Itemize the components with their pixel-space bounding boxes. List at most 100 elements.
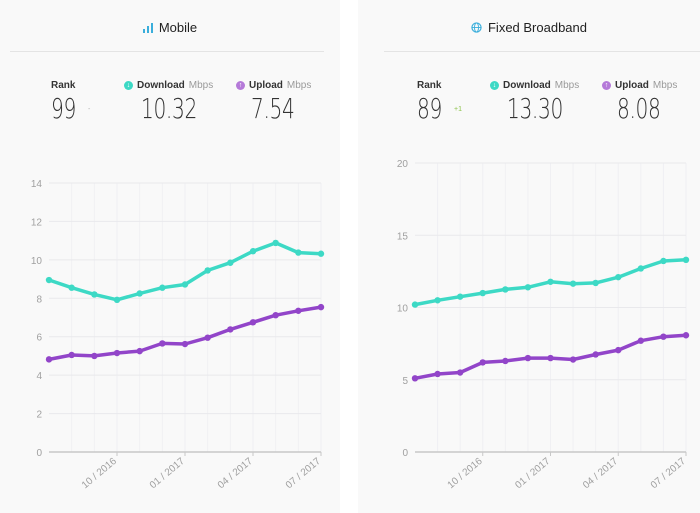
upload-data-point[interactable]	[411, 375, 419, 382]
download-data-point[interactable]	[524, 284, 532, 291]
fixed-title-text: Fixed Broadband	[487, 20, 587, 35]
y-tick-label: 0	[36, 448, 42, 459]
signal-bars-icon	[142, 22, 153, 33]
y-tick-label: 15	[397, 231, 409, 242]
upload-unit: Mbps	[286, 80, 312, 91]
upload-data-point[interactable]	[592, 351, 599, 358]
download-data-point[interactable]	[204, 267, 211, 274]
download-unit: Mbps	[188, 80, 214, 91]
mobile-speed-chart: 0 2 4 6 8 10 12 14 10 / 2016 01 / 2017 04 / 2017 07…	[31, 179, 325, 492]
download-data-point[interactable]	[181, 281, 189, 288]
download-data-point[interactable]	[502, 286, 509, 293]
download-arrow-icon: ↓	[124, 81, 133, 90]
rank-label: Rank	[417, 80, 442, 91]
download-data-point[interactable]	[637, 265, 645, 272]
upload-unit: Mbps	[652, 80, 678, 91]
upload-data-point[interactable]	[547, 354, 554, 362]
rank-change: -	[88, 106, 91, 113]
download-label-text: Download	[137, 80, 185, 91]
upload-arrow-icon: ↑	[602, 81, 611, 90]
y-tick-label: 10	[31, 256, 43, 267]
download-data-point[interactable]	[317, 250, 325, 257]
upload-data-point[interactable]	[91, 352, 98, 360]
upload-label: ↑ Upload Mbps	[236, 80, 311, 91]
upload-label-text: Upload	[615, 80, 649, 91]
upload-data-point[interactable]	[272, 311, 279, 319]
rank-value: 89	[417, 92, 442, 125]
mobile-title-text: Mobile	[158, 20, 198, 35]
y-tick-label: 8	[36, 294, 42, 305]
upload-value: 8.08	[617, 92, 661, 125]
y-tick-label: 20	[397, 159, 409, 170]
download-data-point[interactable]	[68, 284, 75, 291]
upload-value: 7.54	[251, 92, 295, 125]
download-data-point[interactable]	[249, 248, 257, 255]
download-data-point[interactable]	[295, 249, 302, 256]
upload-data-point[interactable]	[479, 359, 486, 366]
download-data-point[interactable]	[547, 278, 554, 285]
header-divider	[10, 51, 324, 52]
download-data-point[interactable]	[682, 256, 690, 264]
upload-data-point[interactable]	[181, 340, 189, 348]
download-value: 10.32	[141, 92, 197, 125]
upload-data-point[interactable]	[136, 347, 143, 355]
upload-data-point[interactable]	[227, 326, 234, 333]
download-data-point[interactable]	[411, 301, 419, 308]
header-divider	[384, 51, 700, 52]
download-data-point[interactable]	[569, 280, 577, 287]
download-data-point[interactable]	[434, 297, 441, 304]
download-data-point[interactable]	[272, 239, 279, 247]
upload-data-point[interactable]	[524, 354, 532, 362]
x-tick-label: 07 / 2017	[284, 456, 323, 492]
upload-data-point[interactable]	[637, 337, 645, 344]
download-data-point[interactable]	[479, 289, 486, 297]
upload-data-point[interactable]	[159, 340, 166, 347]
upload-arrow-icon: ↑	[236, 81, 245, 90]
upload-data-point[interactable]	[113, 349, 121, 357]
download-data-point[interactable]	[113, 296, 121, 304]
upload-data-point[interactable]	[569, 356, 577, 363]
upload-data-point[interactable]	[456, 369, 464, 376]
upload-data-point[interactable]	[615, 346, 622, 354]
upload-data-point[interactable]	[295, 307, 302, 314]
upload-label-text: Upload	[249, 80, 283, 91]
x-tick-label: 10 / 2016	[446, 456, 485, 492]
fixed-panel-title: Fixed Broadband	[358, 20, 700, 35]
upload-data-point[interactable]	[317, 303, 325, 311]
download-data-point[interactable]	[45, 276, 53, 284]
download-label: ↓ Download Mbps	[124, 80, 213, 91]
download-data-point[interactable]	[159, 284, 166, 291]
x-tick-label: 01 / 2017	[513, 456, 552, 492]
download-data-point[interactable]	[91, 291, 98, 298]
download-data-point[interactable]	[227, 259, 234, 266]
upload-data-point[interactable]	[249, 319, 257, 326]
mobile-panel: Mobile Rank 99 - ↓ Download Mbps 10.32 ↑…	[0, 0, 340, 513]
download-data-point[interactable]	[456, 293, 464, 300]
download-data-point[interactable]	[660, 257, 667, 265]
x-tick-label: 04 / 2017	[581, 456, 620, 492]
upload-data-point[interactable]	[204, 334, 211, 341]
y-tick-label: 12	[31, 217, 43, 228]
rank-label: Rank	[51, 80, 76, 91]
y-tick-label: 5	[402, 376, 408, 387]
upload-data-point[interactable]	[434, 370, 441, 378]
globe-icon	[471, 22, 482, 33]
download-data-point[interactable]	[615, 273, 622, 281]
y-tick-label: 10	[397, 304, 409, 315]
rank-change: +1	[454, 106, 462, 113]
y-tick-label: 0	[402, 448, 408, 459]
download-data-point[interactable]	[592, 279, 599, 287]
upload-data-point[interactable]	[660, 333, 667, 340]
download-data-point[interactable]	[136, 290, 143, 297]
x-tick-label: 04 / 2017	[216, 456, 255, 492]
upload-data-point[interactable]	[502, 357, 509, 365]
upload-data-point[interactable]	[68, 351, 75, 359]
upload-data-point[interactable]	[682, 332, 690, 339]
y-tick-label: 4	[36, 371, 42, 382]
x-tick-label: 01 / 2017	[148, 456, 187, 492]
download-label: ↓ Download Mbps	[490, 80, 579, 91]
x-tick-label: 10 / 2016	[80, 456, 119, 492]
upload-data-point[interactable]	[45, 356, 53, 363]
y-tick-label: 14	[31, 179, 43, 190]
download-unit: Mbps	[554, 80, 580, 91]
